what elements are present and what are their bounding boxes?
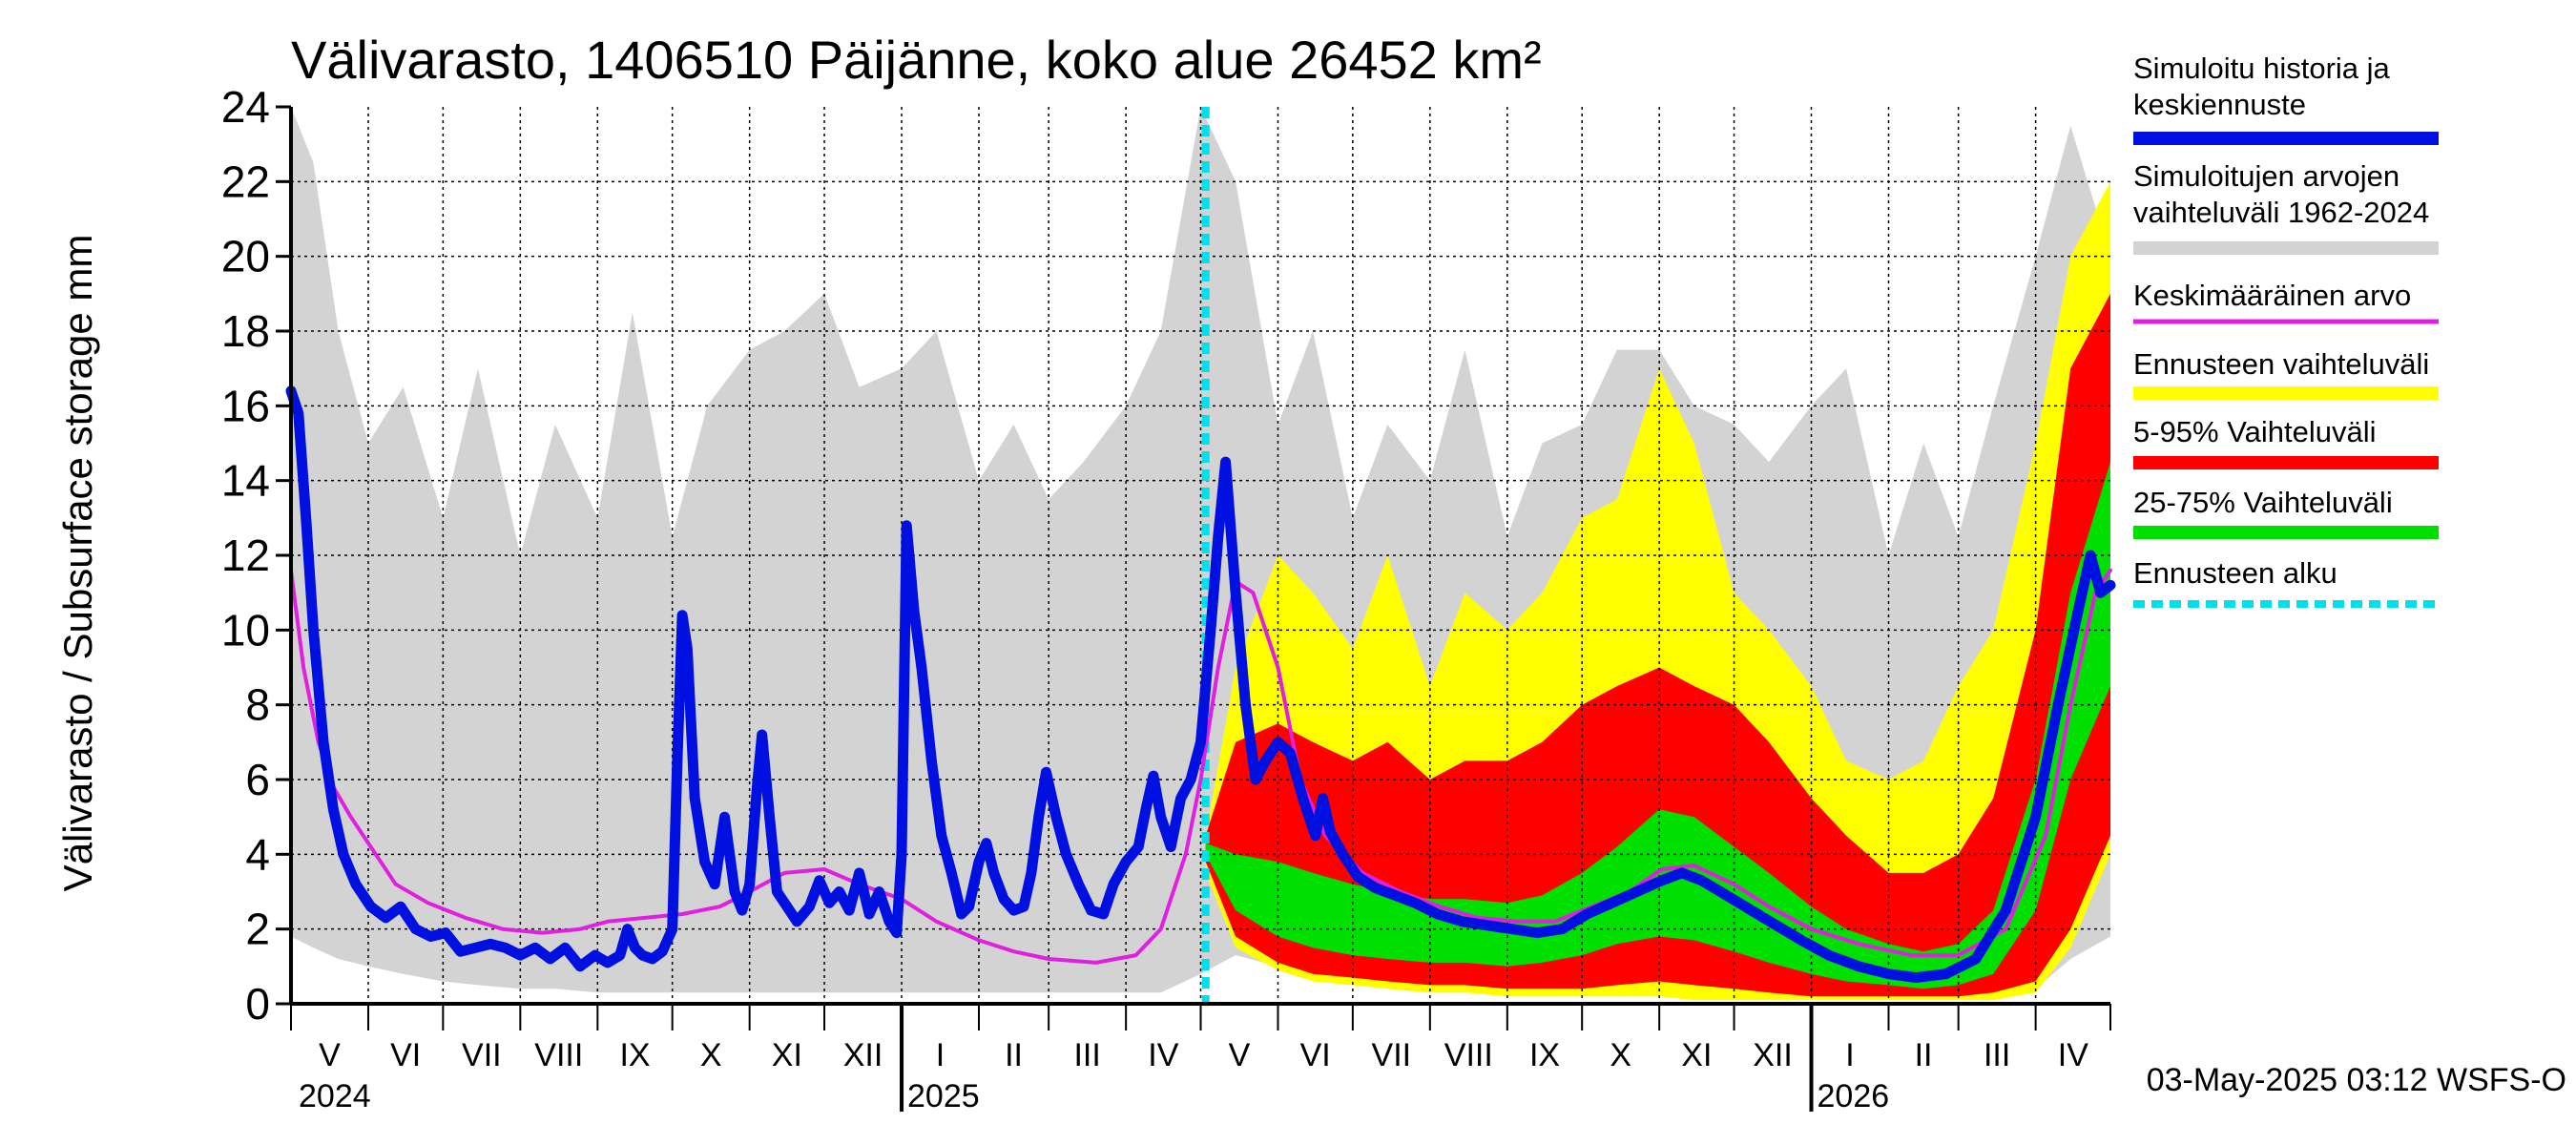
x-axis: V VI VII VIII IX X XI XII I II III IV V VI VII VIII IX X X…	[290, 1004, 2111, 1114]
month-label: I	[936, 1037, 945, 1073]
year-label: 2025	[907, 1078, 980, 1114]
legend-label: Simuloitu historia ja keskiennuste	[2133, 52, 2391, 121]
month-label: XII	[1753, 1037, 1793, 1073]
chart-title: Välivarasto, 1406510 Päijänne, koko alue…	[291, 30, 1542, 90]
legend-item-5-95-vaihteluv-li: 5-95% Vaihteluväli	[2133, 415, 2439, 469]
legend-label: Keskimääräinen arvo	[2133, 279, 2411, 312]
year-label: 2026	[1818, 1078, 1890, 1114]
month-label: IV	[2058, 1037, 2088, 1073]
month-label: XII	[843, 1037, 883, 1073]
series-mean-line	[289, 568, 2112, 965]
y-tick-label: 2	[245, 905, 270, 954]
y-tick-label: 6	[245, 755, 270, 804]
legend-label: Simuloitujen arvojen vaihteluväli 1962-20…	[2133, 159, 2429, 229]
y-tick-label: 16	[221, 381, 270, 430]
y-tick-label: 12	[221, 531, 270, 580]
y-tick-label: 20	[221, 232, 270, 281]
legend-label: 25-75% Vaihteluväli	[2133, 486, 2393, 519]
month-label: II	[1915, 1037, 1933, 1073]
plot-lines	[285, 107, 2116, 1004]
month-label: VII	[462, 1037, 502, 1073]
month-label: X	[1610, 1037, 1631, 1073]
month-label: III	[1073, 1037, 1100, 1073]
series-history-line	[285, 385, 2116, 984]
month-label: II	[1005, 1037, 1023, 1073]
month-label: VII	[1372, 1037, 1412, 1073]
month-label: III	[1984, 1037, 2010, 1073]
month-label: XI	[772, 1037, 802, 1073]
y-tick-label: 24	[221, 82, 270, 132]
legend-label: 5-95% Vaihteluväli	[2133, 415, 2376, 448]
month-label: VI	[1300, 1037, 1331, 1073]
month-label: VI	[390, 1037, 421, 1073]
y-tick-label: 10	[221, 605, 270, 655]
y-axis-label: Välivarasto / Subsurface storage mm	[55, 235, 100, 892]
y-tick-label: 8	[245, 680, 270, 730]
y-tick-label: 14	[221, 456, 270, 506]
month-label: IX	[619, 1037, 650, 1073]
month-label: V	[1229, 1037, 1251, 1073]
legend-item-simuloitu-historia-ja-keskiennuste: Simuloitu historia ja keskiennuste	[2133, 52, 2439, 145]
month-label: VIII	[1444, 1037, 1493, 1073]
month-label: IX	[1529, 1037, 1560, 1073]
legend: Simuloitu historia ja keskiennuste Simuloi…	[2133, 52, 2439, 608]
y-tick-label: 0	[245, 979, 270, 1029]
month-label: IV	[1148, 1037, 1178, 1073]
month-label: X	[700, 1037, 722, 1073]
legend-label: Ennusteen vaihteluväli	[2133, 347, 2429, 381]
year-label: 2024	[299, 1078, 371, 1114]
y-tick-label: 4	[245, 829, 270, 879]
legend-item-ennusteen-vaihteluv-li: Ennusteen vaihteluväli	[2133, 347, 2439, 400]
band-5-95-vaihteluv-li	[1205, 293, 2110, 997]
month-label: I	[1845, 1037, 1854, 1073]
y-tick-label: 22	[221, 156, 270, 206]
footer-timestamp: 03-May-2025 03:12 WSFS-O	[2147, 1062, 2566, 1098]
month-label: VIII	[534, 1037, 583, 1073]
month-label: XI	[1681, 1037, 1712, 1073]
legend-label: Ennusteen alku	[2133, 556, 2337, 590]
plot-grid	[291, 107, 2110, 1004]
y-tick-label: 18	[221, 306, 270, 356]
legend-item-25-75-vaihteluv-li: 25-75% Vaihteluväli	[2133, 486, 2439, 539]
legend-item-keskim-r-inen-arvo: Keskimääräinen arvo	[2133, 279, 2439, 324]
legend-item-ennusteen-alku: Ennusteen alku	[2133, 556, 2439, 608]
legend-item-simuloitujen-arvojen-vaihteluv-li-1962-2024: Simuloitujen arvojen vaihteluväli 1962-20…	[2133, 159, 2439, 255]
month-label: V	[319, 1037, 341, 1073]
